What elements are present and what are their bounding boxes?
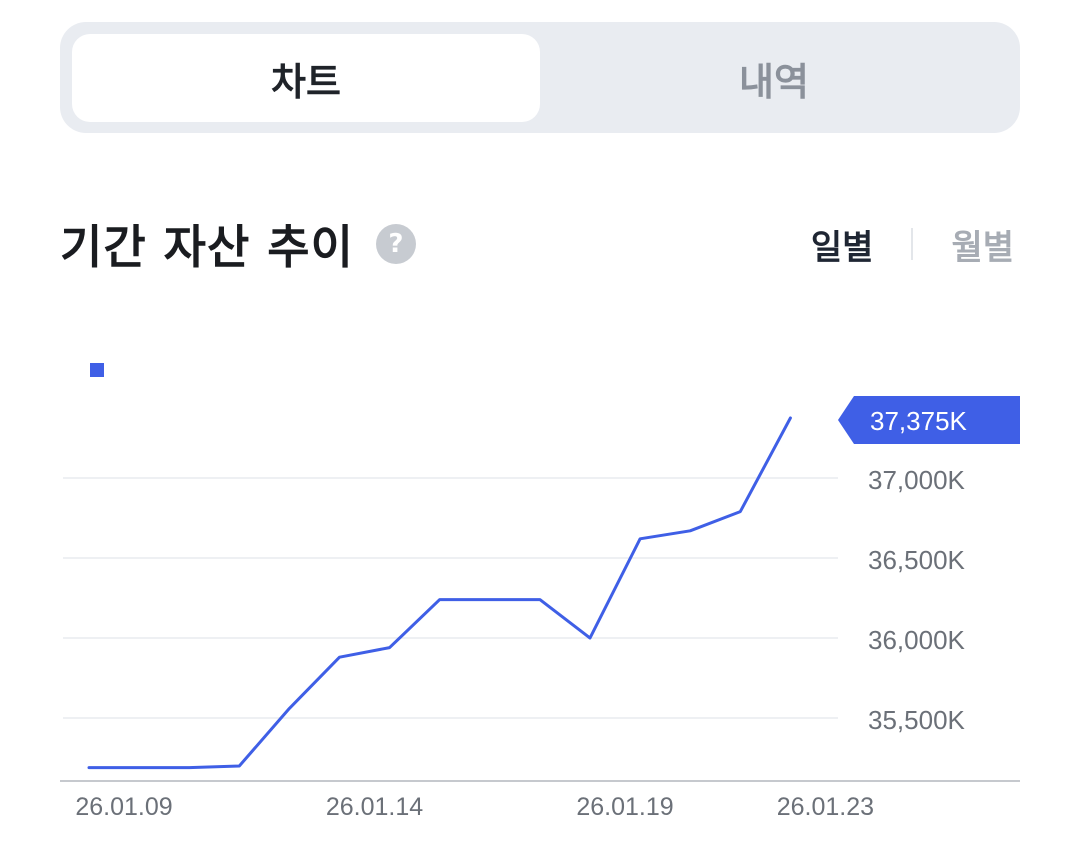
x-tick-label: 26.01.19 <box>576 793 673 821</box>
y-tick-label: 36,500K <box>868 545 966 575</box>
legend-marker <box>90 363 104 377</box>
y-tick-label: 36,000K <box>868 625 966 655</box>
current-value-badge <box>838 396 1020 444</box>
section-title: 기간 자산 추이 <box>60 220 354 274</box>
period-divider <box>911 228 914 260</box>
period-monthly-button[interactable]: 월별 <box>951 227 1014 268</box>
tab-history[interactable]: 내역 <box>739 59 809 104</box>
x-tick-label: 26.01.09 <box>75 793 172 821</box>
x-axis-labels: 26.01.09 26.01.14 26.01.19 26.01.23 <box>75 793 874 821</box>
x-tick-label: 26.01.23 <box>777 793 874 821</box>
help-icon[interactable]: ? <box>375 224 416 264</box>
tab-chart[interactable]: 차트 <box>72 34 540 122</box>
current-value-label: 37,375K <box>870 406 968 436</box>
period-daily-button[interactable]: 일별 <box>810 227 874 268</box>
chart-history-segmented-control: 차트 내역 <box>60 22 1020 133</box>
section-header: 기간 자산 추이 ? <box>60 208 416 280</box>
series-line <box>87 416 792 770</box>
current-value-tag: 37,375K <box>838 396 1020 444</box>
y-tick-label: 35,500K <box>868 705 966 735</box>
y-axis-labels: 37,000K 36,500K 36,000K 35,500K <box>868 465 966 735</box>
grid-lines <box>63 477 838 719</box>
x-tick-label: 26.01.14 <box>326 793 423 821</box>
y-tick-label: 37,000K <box>868 465 966 495</box>
period-toggle: 일별 월별 <box>811 218 1014 270</box>
